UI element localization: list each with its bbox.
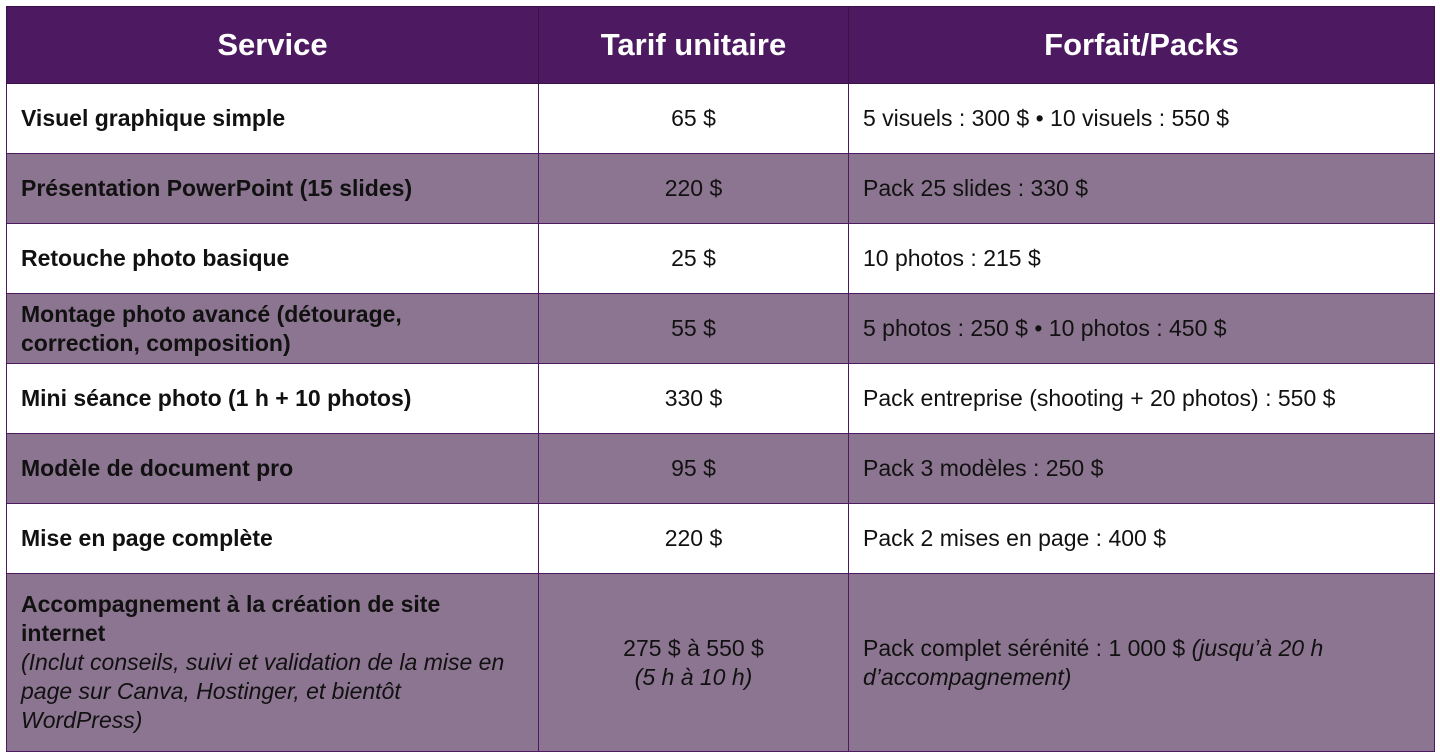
- service-cell: Modèle de document pro: [6, 433, 539, 504]
- table-row: Modèle de document pro 95 $ Pack 3 modèl…: [6, 433, 1435, 504]
- price-cell: 25 $: [538, 223, 849, 294]
- pack-cell: Pack complet sérénité : 1 000 $ (jusqu’à…: [848, 573, 1435, 752]
- header-unit-price: Tarif unitaire: [538, 6, 849, 84]
- service-cell: Présentation PowerPoint (15 slides): [6, 153, 539, 224]
- price-range: 275 $ à 550 $: [623, 634, 764, 661]
- table-header-row: Service Tarif unitaire Forfait/Packs: [6, 6, 1435, 84]
- header-packages: Forfait/Packs: [848, 6, 1435, 84]
- pack-cell: Pack 3 modèles : 250 $: [848, 433, 1435, 504]
- pack-cell: 5 photos : 250 $ • 10 photos : 450 $: [848, 293, 1435, 364]
- price-cell: 275 $ à 550 $ (5 h à 10 h): [538, 573, 849, 752]
- table-row: Montage photo avancé (détourage, correct…: [6, 293, 1435, 364]
- price-cell: 220 $: [538, 153, 849, 224]
- header-service: Service: [6, 6, 539, 84]
- price-note: (5 h à 10 h): [634, 663, 753, 690]
- pack-cell: 10 photos : 215 $: [848, 223, 1435, 294]
- pack-cell: 5 visuels : 300 $ • 10 visuels : 550 $: [848, 83, 1435, 154]
- pack-cell: Pack 25 slides : 330 $: [848, 153, 1435, 224]
- service-cell: Mise en page complète: [6, 503, 539, 574]
- table-row: Visuel graphique simple 65 $ 5 visuels :…: [6, 83, 1435, 154]
- price-cell: 55 $: [538, 293, 849, 364]
- service-note: (Inclut conseils, suivi et validation de…: [21, 649, 505, 733]
- price-cell: 95 $: [538, 433, 849, 504]
- service-title: Accompagnement à la création de site int…: [21, 591, 441, 646]
- price-cell: 220 $: [538, 503, 849, 574]
- table-row: Mise en page complète 220 $ Pack 2 mises…: [6, 503, 1435, 574]
- service-cell: Visuel graphique simple: [6, 83, 539, 154]
- pack-text: Pack complet sérénité : 1 000 $: [863, 634, 1186, 661]
- service-cell: Retouche photo basique: [6, 223, 539, 294]
- service-cell: Accompagnement à la création de site int…: [6, 573, 539, 752]
- pack-cell: Pack entreprise (shooting + 20 photos) :…: [848, 363, 1435, 434]
- table-row: Accompagnement à la création de site int…: [6, 573, 1435, 752]
- pricing-table-container: Service Tarif unitaire Forfait/Packs Vis…: [6, 6, 1435, 752]
- table-row: Retouche photo basique 25 $ 10 photos : …: [6, 223, 1435, 294]
- table-row: Présentation PowerPoint (15 slides) 220 …: [6, 153, 1435, 224]
- pack-note: (jusqu’à 20 h d’accompagnement): [863, 634, 1324, 690]
- price-cell: 330 $: [538, 363, 849, 434]
- service-cell: Mini séance photo (1 h + 10 photos): [6, 363, 539, 434]
- table-row: Mini séance photo (1 h + 10 photos) 330 …: [6, 363, 1435, 434]
- price-cell: 65 $: [538, 83, 849, 154]
- service-cell: Montage photo avancé (détourage, correct…: [6, 293, 539, 364]
- pricing-table: Service Tarif unitaire Forfait/Packs Vis…: [6, 6, 1435, 752]
- pack-cell: Pack 2 mises en page : 400 $: [848, 503, 1435, 574]
